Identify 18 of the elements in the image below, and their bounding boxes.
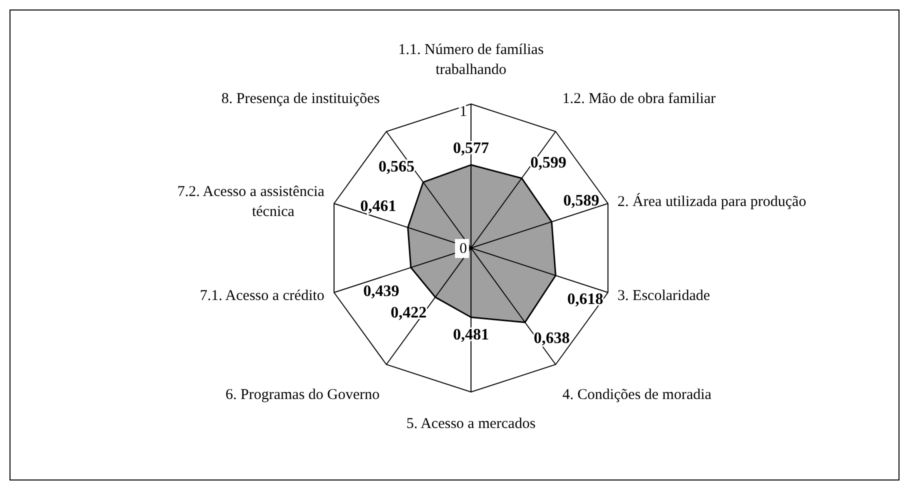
data-label: 0,599 [530,154,566,172]
spoke-label: 5. Acesso a mercados [406,416,536,432]
y-tick-label: 1 [460,104,467,120]
data-label: 0,439 [363,283,400,300]
y-tick-label: 0 [460,241,467,257]
spoke-label: 1.2. Mão de obra familiar [562,91,716,108]
spoke-label: 4. Condições de moradia [562,386,712,403]
spoke-label: 7.2. Acesso a assistência técnica [177,184,325,220]
spoke-label: 6. Programas do Governo [226,386,380,403]
spoke-label: 7.1. Acesso a crédito [200,288,324,304]
data-label: 0,461 [360,198,396,216]
spoke-label: 3. Escolaridade [618,288,710,304]
data-label: 0,565 [378,158,414,176]
data-label: 0,589 [563,192,600,210]
data-label: 0,618 [567,290,604,308]
spoke-label: 2. Área utilizada para produção [618,193,806,210]
spoke-label: 1.1. Número de famílias trabalhando [398,42,544,78]
spoke-label: 8. Presença de instituições [221,91,380,108]
